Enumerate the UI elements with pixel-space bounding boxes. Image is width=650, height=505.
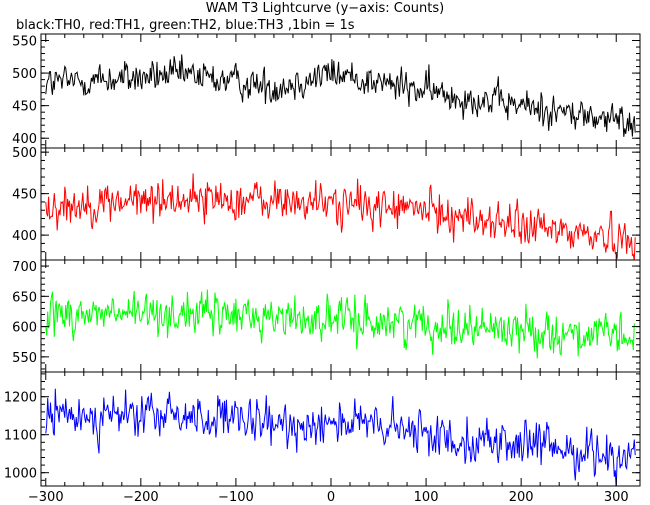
- x-tick-label: 200: [509, 490, 534, 505]
- y-tick-label: 500: [12, 67, 37, 82]
- y-tick-label: 400: [12, 132, 37, 147]
- y-tick-label: 1200: [4, 391, 37, 406]
- panel-th1: 400 450 500: [12, 146, 641, 261]
- panel-th3: 1000 1100 1200 −300 −200 −100 0 100 200 300: [4, 371, 641, 505]
- y-tick-label: 1100: [4, 429, 37, 444]
- panel-frame: [40, 147, 641, 261]
- y-tick-label: 450: [12, 100, 37, 115]
- series-line-th2: [45, 289, 636, 359]
- series-line-th1: [45, 173, 636, 260]
- y-tick-label: 500: [12, 146, 37, 161]
- chart-title: WAM T3 Lightcurve (y−axis: Counts): [205, 1, 445, 16]
- y-tick-label: 550: [12, 35, 37, 50]
- x-tick-label: −300: [28, 490, 64, 505]
- x-tick-label: 0: [327, 490, 335, 505]
- chart-subtitle: black:TH0, red:TH1, green:TH2, blue:TH3 …: [16, 18, 355, 33]
- x-tick-label: −200: [123, 490, 159, 505]
- x-tick-label: −100: [218, 490, 254, 505]
- y-tick-label: 1000: [4, 467, 37, 482]
- y-tick-label: 700: [12, 260, 37, 275]
- y-tick-label: 650: [12, 290, 37, 305]
- panel-frame: [40, 371, 641, 487]
- y-tick-label: 450: [12, 188, 37, 203]
- x-tick-label: 300: [604, 490, 629, 505]
- y-tick-label: 550: [12, 351, 37, 366]
- panel-frame: [40, 33, 641, 149]
- series-line-th3: [45, 388, 636, 486]
- y-tick-label: 400: [12, 229, 37, 244]
- panel-th0: 400 450 500 550: [12, 33, 641, 149]
- series-line-th0: [45, 54, 636, 137]
- panel-frame: [40, 259, 641, 373]
- y-tick-label: 600: [12, 321, 37, 336]
- x-tick-label: 100: [414, 490, 439, 505]
- panel-th2: 550 600 650 700: [12, 259, 641, 373]
